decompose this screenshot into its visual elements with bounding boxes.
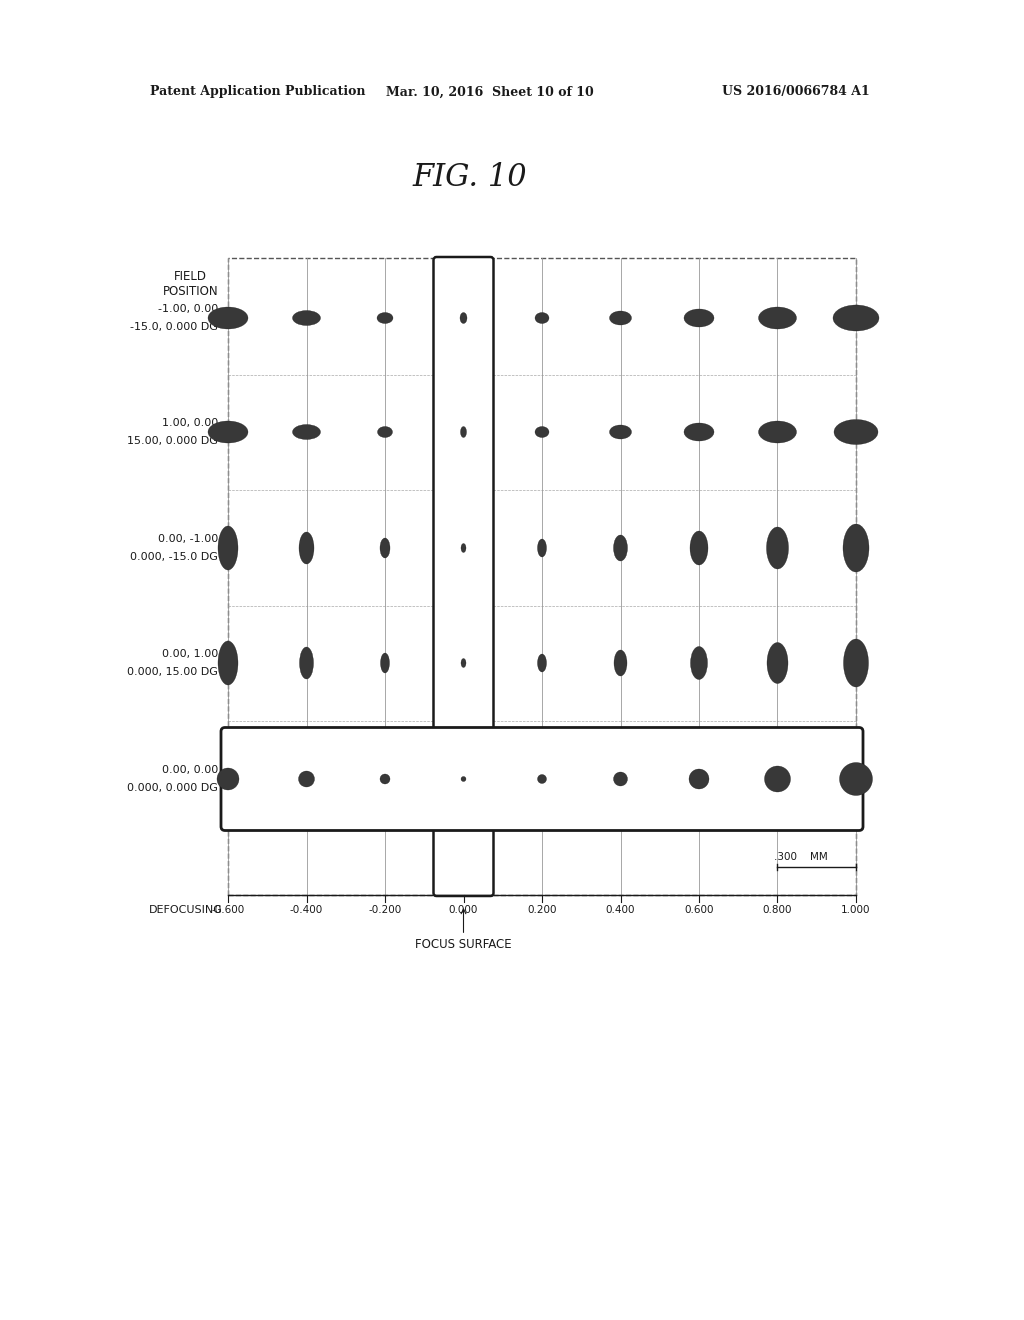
Ellipse shape <box>460 313 467 323</box>
Ellipse shape <box>461 426 467 437</box>
FancyBboxPatch shape <box>433 257 494 896</box>
Text: 0.000, 0.000 DG: 0.000, 0.000 DG <box>127 783 218 793</box>
Ellipse shape <box>217 768 239 789</box>
Text: Mar. 10, 2016  Sheet 10 of 10: Mar. 10, 2016 Sheet 10 of 10 <box>386 86 594 99</box>
Ellipse shape <box>690 647 708 680</box>
Ellipse shape <box>759 421 797 444</box>
Text: 0.00, -1.00: 0.00, -1.00 <box>158 535 218 544</box>
Ellipse shape <box>613 535 628 561</box>
Text: .300    MM: .300 MM <box>774 851 828 862</box>
Ellipse shape <box>293 425 321 440</box>
Ellipse shape <box>844 639 868 686</box>
Text: -0.400: -0.400 <box>290 906 324 915</box>
Ellipse shape <box>208 421 248 444</box>
Ellipse shape <box>461 544 466 553</box>
Ellipse shape <box>834 420 878 445</box>
Text: 0.800: 0.800 <box>763 906 793 915</box>
Ellipse shape <box>208 308 248 329</box>
Ellipse shape <box>535 313 549 323</box>
Ellipse shape <box>378 426 392 437</box>
Ellipse shape <box>614 649 627 676</box>
Ellipse shape <box>299 647 313 678</box>
FancyBboxPatch shape <box>221 727 863 830</box>
Ellipse shape <box>293 310 321 326</box>
Ellipse shape <box>461 659 466 668</box>
Text: -0.200: -0.200 <box>369 906 401 915</box>
Text: US 2016/0066784 A1: US 2016/0066784 A1 <box>722 86 870 99</box>
Text: 1.00, 0.00: 1.00, 0.00 <box>162 418 218 428</box>
Ellipse shape <box>377 313 393 323</box>
Ellipse shape <box>609 312 632 325</box>
Text: 0.000, -15.0 DG: 0.000, -15.0 DG <box>130 552 218 562</box>
Ellipse shape <box>767 643 788 684</box>
Ellipse shape <box>538 539 547 557</box>
Text: -15.0, 0.000 DG: -15.0, 0.000 DG <box>130 322 218 333</box>
Text: 0.600: 0.600 <box>684 906 714 915</box>
Ellipse shape <box>535 426 549 437</box>
Text: -1.00, 0.00: -1.00, 0.00 <box>158 304 218 314</box>
Text: 1.000: 1.000 <box>842 906 870 915</box>
Ellipse shape <box>299 532 314 564</box>
Ellipse shape <box>840 763 872 796</box>
Ellipse shape <box>759 308 797 329</box>
Text: 0.00, 0.00: 0.00, 0.00 <box>162 766 218 775</box>
Text: 0.00, 1.00: 0.00, 1.00 <box>162 649 218 659</box>
Ellipse shape <box>380 539 390 558</box>
Text: 0.200: 0.200 <box>527 906 557 915</box>
Text: 0.000, 15.00 DG: 0.000, 15.00 DG <box>127 667 218 677</box>
Ellipse shape <box>613 772 628 785</box>
Text: -0.600: -0.600 <box>211 906 245 915</box>
Ellipse shape <box>218 525 238 570</box>
Text: FIELD
POSITION: FIELD POSITION <box>163 271 218 298</box>
Text: FOCUS SURFACE: FOCUS SURFACE <box>415 909 512 950</box>
Ellipse shape <box>380 774 390 784</box>
Ellipse shape <box>609 425 632 440</box>
Ellipse shape <box>843 524 869 572</box>
Ellipse shape <box>684 422 714 441</box>
Bar <box>228 257 856 895</box>
Text: 0.400: 0.400 <box>606 906 635 915</box>
Ellipse shape <box>299 771 314 787</box>
Ellipse shape <box>690 531 708 565</box>
Ellipse shape <box>218 642 238 685</box>
Ellipse shape <box>689 770 709 789</box>
Ellipse shape <box>833 305 879 331</box>
Ellipse shape <box>684 309 714 327</box>
Ellipse shape <box>767 527 788 569</box>
Ellipse shape <box>538 653 547 672</box>
Ellipse shape <box>538 775 547 784</box>
Ellipse shape <box>765 766 791 792</box>
Ellipse shape <box>381 653 389 673</box>
Ellipse shape <box>461 776 466 781</box>
Text: DEFOCUSING: DEFOCUSING <box>150 906 223 915</box>
Text: 0.000: 0.000 <box>449 906 478 915</box>
Text: 15.00, 0.000 DG: 15.00, 0.000 DG <box>127 436 218 446</box>
Text: Patent Application Publication: Patent Application Publication <box>150 86 366 99</box>
Text: FIG. 10: FIG. 10 <box>413 162 527 194</box>
